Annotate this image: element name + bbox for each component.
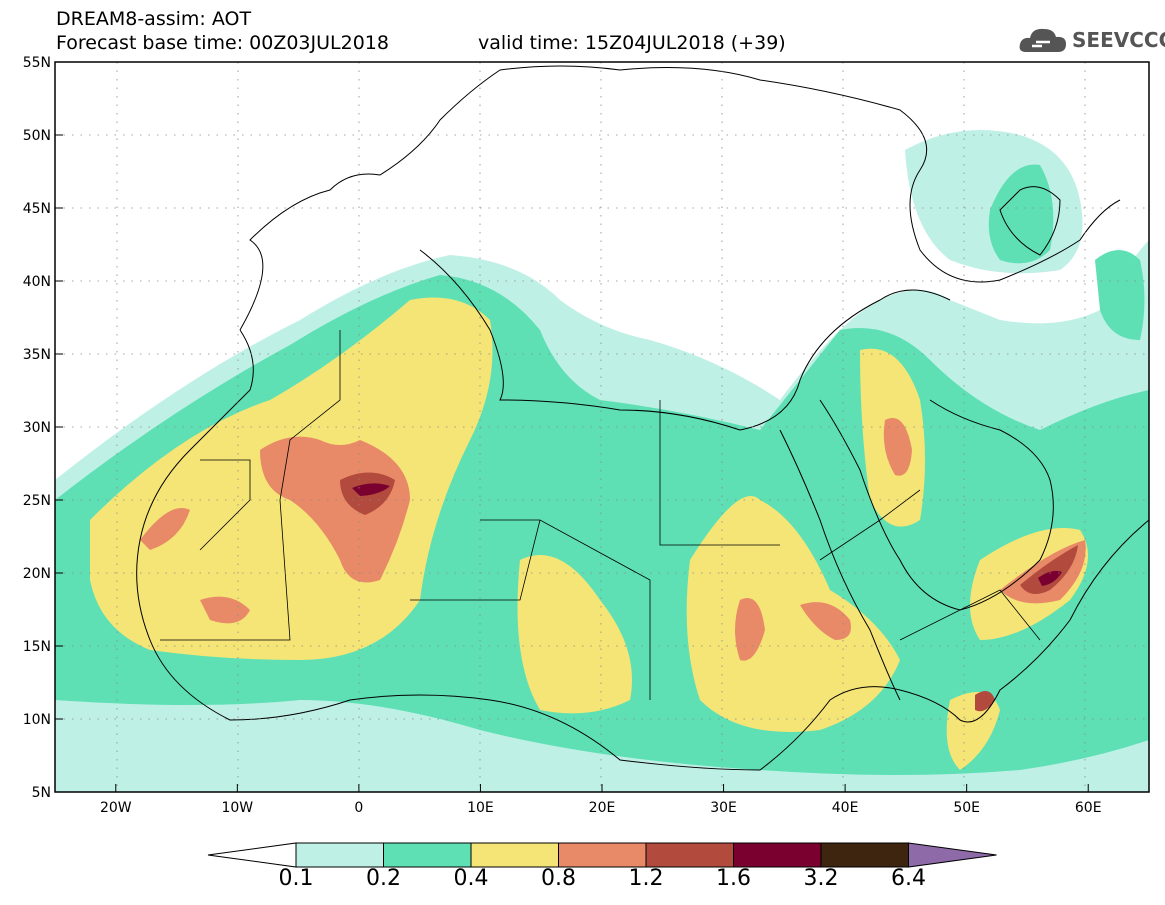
colorbar-box	[733, 842, 822, 868]
x-tick-label: 50E	[953, 800, 980, 816]
x-tick-label: 20E	[589, 800, 616, 816]
x-tick-label: 60E	[1075, 800, 1102, 816]
y-tick-label: 55N	[23, 55, 51, 71]
colorbar-box	[295, 842, 384, 868]
colorbar-label: 1.6	[716, 866, 751, 891]
colorbar-label: 6.4	[891, 866, 926, 891]
cloud-icon	[1019, 28, 1066, 52]
forecast-base-time: Forecast base time: 00Z03JUL2018	[56, 32, 389, 54]
colorbar-label: 0.1	[278, 866, 314, 891]
colorbar-low-extension	[207, 842, 297, 868]
map-title: DREAM8-assim: AOT	[56, 8, 252, 30]
colorbar-box	[470, 842, 559, 868]
x-tick-label: 40E	[832, 800, 859, 816]
aot-contour-0.4-sudan	[686, 496, 900, 732]
x-tick-label: 30E	[710, 800, 737, 816]
y-tick-label: 25N	[23, 493, 51, 509]
colorbar-high-extension	[908, 842, 997, 868]
x-axis: 20W 10W 0 10E 20E 30E 40E 50E 60E	[100, 784, 1102, 816]
valid-time: valid time: 15Z04JUL2018 (+39)	[478, 32, 786, 54]
y-tick-label: 35N	[23, 347, 51, 363]
x-tick-label: 0	[354, 800, 363, 816]
colorbar-label: 0.4	[453, 866, 489, 891]
colorbar-label: 0.2	[366, 866, 401, 891]
aot-contour-0.8-ethiopia	[800, 602, 851, 640]
aot-contour-0.4-chad	[517, 555, 632, 714]
borders	[160, 330, 1041, 700]
y-tick-label: 45N	[23, 201, 51, 217]
aot-contour-0.2-north	[988, 164, 1054, 264]
colorbar-label: 3.2	[803, 866, 839, 891]
aot-contour-0.2-east	[1095, 250, 1145, 340]
colorbar	[207, 842, 997, 868]
aot-contour-0.8-arabia	[883, 418, 912, 476]
aot-contour-1.6-oman	[1038, 570, 1062, 586]
colorbar-box	[820, 842, 909, 868]
colorbar-box	[383, 842, 472, 868]
colorbar-label: 0.8	[541, 866, 576, 891]
aot-contour-1.2-oman	[1020, 545, 1078, 594]
y-tick-label: 10N	[23, 712, 51, 728]
colorbar-label: 1.2	[628, 866, 664, 891]
colorbar-box	[558, 842, 647, 868]
colorbar-box	[645, 842, 734, 868]
y-tick-label: 15N	[23, 639, 51, 655]
logo-text: SEEVCCC	[1072, 28, 1165, 52]
y-tick-label: 20N	[23, 566, 51, 582]
y-tick-label: 5N	[32, 785, 51, 801]
aot-contour-1.6-algeria	[352, 483, 390, 496]
x-tick-label: 10W	[221, 800, 253, 816]
y-tick-label: 50N	[23, 128, 51, 144]
aot-contour-0.8-sudan	[735, 598, 765, 661]
aot-contour-0.8-mauritania	[200, 596, 250, 624]
y-axis: 55N 50N 45N 40N 35N 30N 25N 20N 15N 10N 5N	[23, 55, 63, 801]
coastlines	[136, 65, 1149, 771]
aot-contour-0.8-sahel	[140, 508, 190, 550]
x-tick-label: 10E	[467, 800, 494, 816]
y-tick-label: 30N	[23, 420, 51, 436]
x-tick-label: 20W	[100, 800, 132, 816]
aot-field	[55, 62, 1149, 792]
y-tick-label: 40N	[23, 274, 51, 290]
